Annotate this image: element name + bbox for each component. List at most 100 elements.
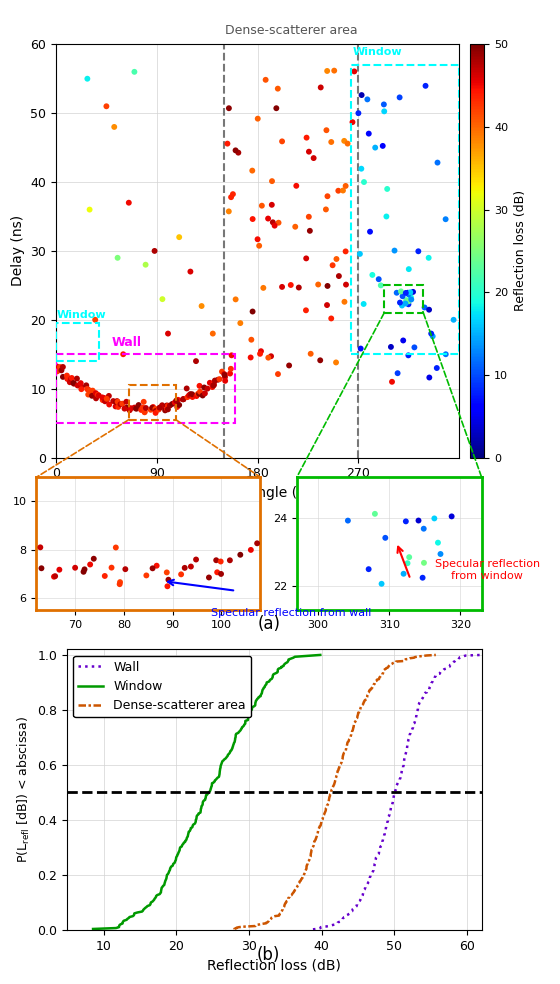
Point: [186, 387, 195, 402]
Point: [79, 564, 88, 580]
Point: [247, 332, 256, 347]
Point: [107, 560, 116, 576]
Point: [402, 514, 410, 529]
Point: [366, 223, 375, 239]
Point: [396, 283, 405, 299]
Point: [227, 347, 236, 363]
Point: [148, 400, 157, 415]
Point: [292, 178, 301, 194]
Point: [192, 388, 201, 403]
Point: [146, 401, 155, 417]
Point: [52, 358, 61, 374]
Point: [414, 513, 423, 528]
Point: [111, 399, 120, 414]
Point: [203, 381, 212, 397]
Bar: [351, 65, 459, 354]
Point: [164, 326, 172, 341]
Point: [284, 357, 293, 373]
Point: [248, 304, 257, 320]
Bar: [384, 285, 423, 313]
X-axis label: Reflection loss (dB): Reflection loss (dB): [207, 958, 342, 972]
Window: [219, 756, 226, 768]
Point: [253, 111, 262, 127]
Point: [164, 398, 172, 413]
Point: [236, 315, 245, 331]
Point: [264, 349, 273, 365]
Point: [357, 88, 366, 103]
Point: [53, 363, 62, 379]
Text: Window: Window: [353, 46, 403, 57]
Point: [197, 298, 206, 314]
Point: [164, 572, 173, 587]
Point: [85, 202, 94, 217]
Point: [246, 349, 255, 365]
Point: [151, 403, 160, 419]
Point: [433, 534, 442, 550]
Point: [341, 178, 350, 194]
Point: [94, 387, 102, 402]
Point: [401, 295, 410, 311]
Point: [404, 286, 413, 302]
Point: [306, 346, 315, 362]
Point: [105, 397, 114, 412]
Point: [216, 554, 225, 570]
Point: [69, 375, 78, 391]
Point: [404, 262, 413, 277]
Point: [377, 576, 386, 591]
Point: [161, 402, 170, 418]
Point: [430, 511, 439, 526]
Point: [264, 211, 273, 226]
Point: [340, 294, 349, 310]
Point: [66, 374, 74, 390]
Point: [195, 378, 204, 394]
Point: [154, 401, 163, 417]
Point: [314, 277, 323, 292]
Point: [381, 530, 390, 546]
Point: [83, 381, 92, 397]
Point: [258, 198, 267, 214]
Point: [403, 555, 412, 571]
Point: [215, 371, 224, 387]
Line: Window: Window: [93, 655, 320, 929]
Point: [130, 400, 139, 415]
Point: [309, 151, 318, 166]
Point: [175, 398, 184, 413]
Point: [155, 400, 164, 415]
Point: [354, 105, 363, 121]
Dense-scatterer area: [337, 760, 343, 771]
Point: [424, 250, 433, 266]
Legend: Wall, Window, Dense-scatterer area: Wall, Window, Dense-scatterer area: [73, 655, 251, 717]
Point: [91, 312, 100, 328]
Point: [212, 552, 221, 568]
Point: [231, 143, 240, 158]
Point: [323, 278, 332, 294]
Point: [409, 284, 418, 300]
Point: [158, 398, 167, 413]
Point: [246, 542, 255, 558]
Point: [304, 209, 313, 224]
Point: [179, 392, 188, 407]
Point: [403, 284, 412, 300]
Point: [248, 162, 256, 178]
Point: [441, 346, 450, 362]
Point: [91, 391, 100, 406]
Point: [188, 387, 197, 402]
Point: [323, 63, 332, 79]
Point: [407, 289, 416, 305]
Point: [83, 71, 92, 87]
Point: [267, 348, 276, 364]
Point: [273, 81, 282, 96]
Point: [200, 386, 209, 401]
Point: [192, 552, 200, 568]
Point: [291, 218, 300, 234]
Point: [398, 288, 407, 304]
Point: [88, 383, 97, 399]
Point: [404, 296, 413, 312]
Point: [427, 326, 436, 341]
Point: [378, 138, 387, 154]
Point: [359, 296, 368, 312]
Point: [208, 379, 217, 395]
Point: [192, 353, 200, 369]
Point: [89, 551, 98, 567]
Point: [323, 188, 332, 204]
